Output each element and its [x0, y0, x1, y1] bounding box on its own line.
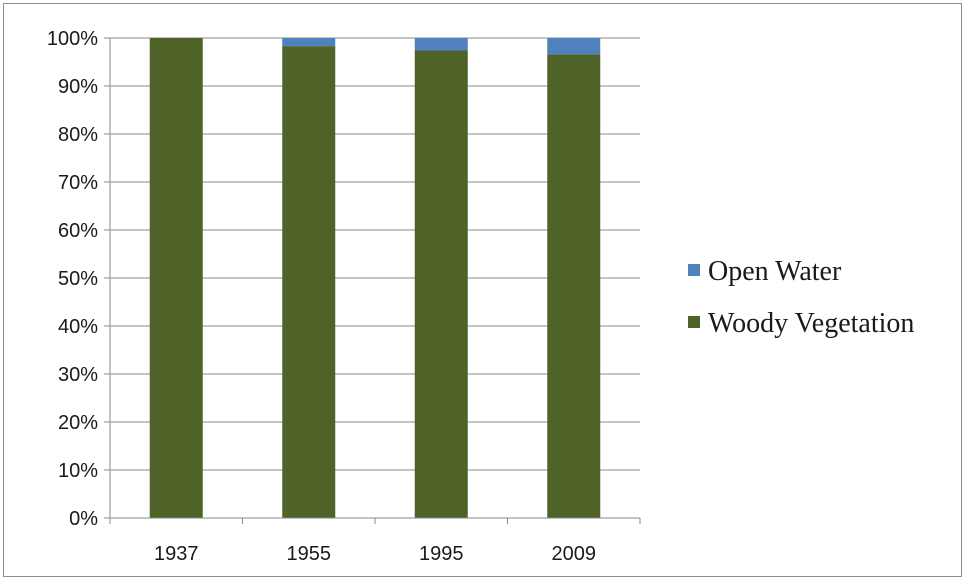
x-tick-label: 1955 [287, 543, 332, 565]
y-tick-label: 50% [58, 268, 98, 290]
y-tick-label: 80% [58, 124, 98, 146]
y-tick-label: 100% [47, 28, 98, 50]
bar-open-water-1955 [282, 38, 336, 47]
x-tick-label: 1995 [419, 543, 464, 565]
legend-swatch-open-water [688, 264, 700, 276]
bar-open-water-2009 [547, 38, 601, 55]
legend-swatch-woody-vegetation [688, 316, 700, 328]
y-tick-label: 30% [58, 364, 98, 386]
y-tick-label: 40% [58, 316, 98, 338]
bar-woody-vegetation-2009 [547, 54, 601, 518]
y-tick-label: 20% [58, 412, 98, 434]
bar-woody-vegetation-1955 [282, 46, 336, 518]
x-tick-label: 1937 [154, 543, 199, 565]
y-tick-label: 70% [58, 172, 98, 194]
y-tick-labels: 0% 10% 20% 30% 40% 50% 60% 70% 80% 90% 100% [47, 28, 98, 530]
y-tick-label: 90% [58, 76, 98, 98]
legend-label-woody-vegetation: Woody Vegetation [708, 308, 914, 339]
legend: Open Water Woody Vegetation [688, 256, 914, 339]
x-tick-labels: 1937 1955 1995 2009 [154, 543, 596, 565]
bar-woody-vegetation-1937 [149, 38, 203, 518]
axes [109, 38, 641, 524]
bar-woody-vegetation-1995 [414, 50, 468, 518]
legend-label-open-water: Open Water [708, 256, 842, 287]
y-tick-label: 10% [58, 460, 98, 482]
bars [149, 38, 601, 518]
y-tick-label: 60% [58, 220, 98, 242]
y-tick-label: 0% [69, 508, 98, 530]
x-tick-label: 2009 [552, 543, 597, 565]
bar-open-water-1995 [414, 38, 468, 51]
